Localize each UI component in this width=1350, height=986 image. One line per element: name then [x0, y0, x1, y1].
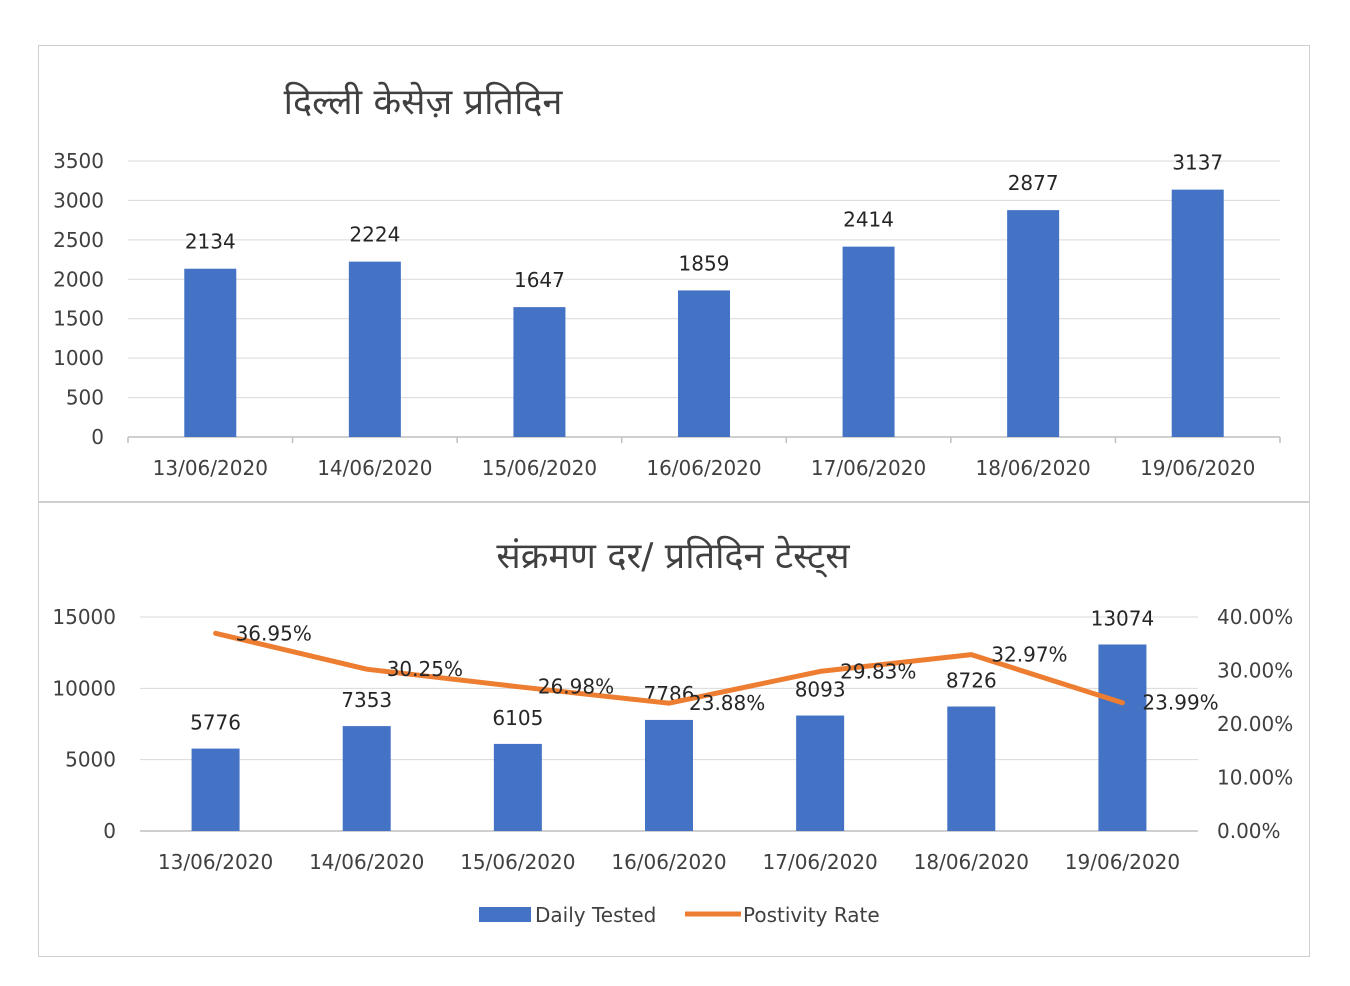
y-tick-label: 500 — [66, 386, 104, 410]
y-tick-label: 2000 — [53, 267, 104, 291]
bar-value-label: 8726 — [946, 669, 997, 693]
y-tick-label: 1500 — [53, 307, 104, 331]
bar — [348, 261, 401, 437]
bar — [493, 743, 542, 831]
bar-value-label: 2877 — [1008, 171, 1059, 195]
line-value-label: 32.97% — [991, 643, 1067, 667]
x-tick-label: 13/06/2020 — [158, 850, 273, 874]
line-value-label: 23.88% — [689, 691, 765, 715]
bar-value-label: 2224 — [349, 223, 400, 247]
y2-tick-label: 0.00% — [1217, 819, 1281, 843]
bar-value-label: 8093 — [795, 678, 846, 702]
bar-value-label: 5776 — [190, 711, 241, 735]
bar — [645, 719, 693, 831]
cases-chart-title: दिल्ली केसेज़ प्रतिदिन — [284, 81, 564, 123]
chart-legend: Daily Tested Postivity Rate — [479, 903, 880, 927]
x-tick-label: 18/06/2020 — [976, 456, 1091, 480]
bar-value-label: 2414 — [843, 208, 894, 232]
y-tick-label: 15000 — [52, 605, 116, 629]
tests-chart: संक्रमण दर/ प्रतिदिन टेस्ट्स Daily Teste… — [52, 535, 1293, 927]
bar-value-label: 1859 — [679, 251, 730, 275]
bar-value-label: 3137 — [1172, 151, 1223, 175]
y-tick-label: 2500 — [53, 228, 104, 252]
x-tick-label: 17/06/2020 — [811, 456, 926, 480]
x-tick-label: 19/06/2020 — [1140, 456, 1255, 480]
line-value-label: 23.99% — [1142, 691, 1218, 715]
bar — [842, 246, 895, 437]
x-tick-label: 15/06/2020 — [482, 456, 597, 480]
bar — [678, 290, 730, 437]
y2-tick-label: 40.00% — [1217, 605, 1293, 629]
line-value-label: 36.95% — [236, 621, 312, 645]
bar — [1098, 644, 1147, 831]
y-tick-label: 1000 — [53, 346, 104, 370]
x-tick-label: 14/06/2020 — [309, 850, 424, 874]
bar-value-label: 2134 — [185, 230, 236, 254]
legend-swatch-daily-tested — [479, 907, 531, 922]
bar — [184, 268, 237, 437]
bar — [342, 726, 391, 831]
y-tick-label: 3500 — [53, 149, 104, 173]
y-tick-label: 5000 — [65, 748, 116, 772]
x-tick-label: 16/06/2020 — [611, 850, 726, 874]
x-tick-label: 16/06/2020 — [646, 456, 761, 480]
y-tick-label: 0 — [91, 425, 104, 449]
y-tick-label: 3000 — [53, 188, 104, 212]
x-tick-label: 15/06/2020 — [460, 850, 575, 874]
line-value-label: 30.25% — [387, 657, 463, 681]
y2-tick-label: 30.00% — [1217, 659, 1293, 683]
y2-tick-label: 10.00% — [1217, 766, 1293, 790]
bar — [1007, 210, 1060, 437]
y2-tick-label: 20.00% — [1217, 712, 1293, 736]
line-value-label: 26.98% — [538, 675, 614, 699]
bar-value-label: 7353 — [341, 688, 392, 712]
y-tick-label: 10000 — [52, 676, 116, 700]
bar — [513, 307, 566, 437]
y-tick-label: 0 — [103, 819, 116, 843]
positivity-rate-line — [213, 630, 1125, 706]
cases-chart: दिल्ली केसेज़ प्रतिदिन 0 500 1000 1500 2000 2… — [53, 81, 1281, 480]
bar — [191, 748, 240, 831]
tests-chart-panel: संक्रमण दर/ प्रतिदिन टेस्ट्स Daily Teste… — [38, 502, 1310, 957]
x-tick-label: 19/06/2020 — [1065, 850, 1180, 874]
legend-label-daily-tested: Daily Tested — [535, 903, 656, 927]
bar — [796, 715, 845, 831]
bar — [947, 706, 996, 831]
bar-value-label: 13074 — [1091, 606, 1155, 630]
line-value-label: 29.83% — [840, 659, 916, 683]
x-tick-label: 13/06/2020 — [153, 456, 268, 480]
bar — [1171, 189, 1224, 437]
cases-chart-panel: दिल्ली केसेज़ प्रतिदिन 0 500 1000 1500 2000 2… — [38, 45, 1310, 502]
x-tick-label: 17/06/2020 — [763, 850, 878, 874]
x-tick-label: 18/06/2020 — [914, 850, 1029, 874]
bar-value-label: 1647 — [514, 268, 565, 292]
legend-label-postivity-rate: Postivity Rate — [743, 903, 880, 927]
x-tick-label: 14/06/2020 — [317, 456, 432, 480]
tests-chart-title: संक्रमण दर/ प्रतिदिन टेस्ट्स — [496, 535, 850, 578]
bar-value-label: 6105 — [492, 706, 543, 730]
